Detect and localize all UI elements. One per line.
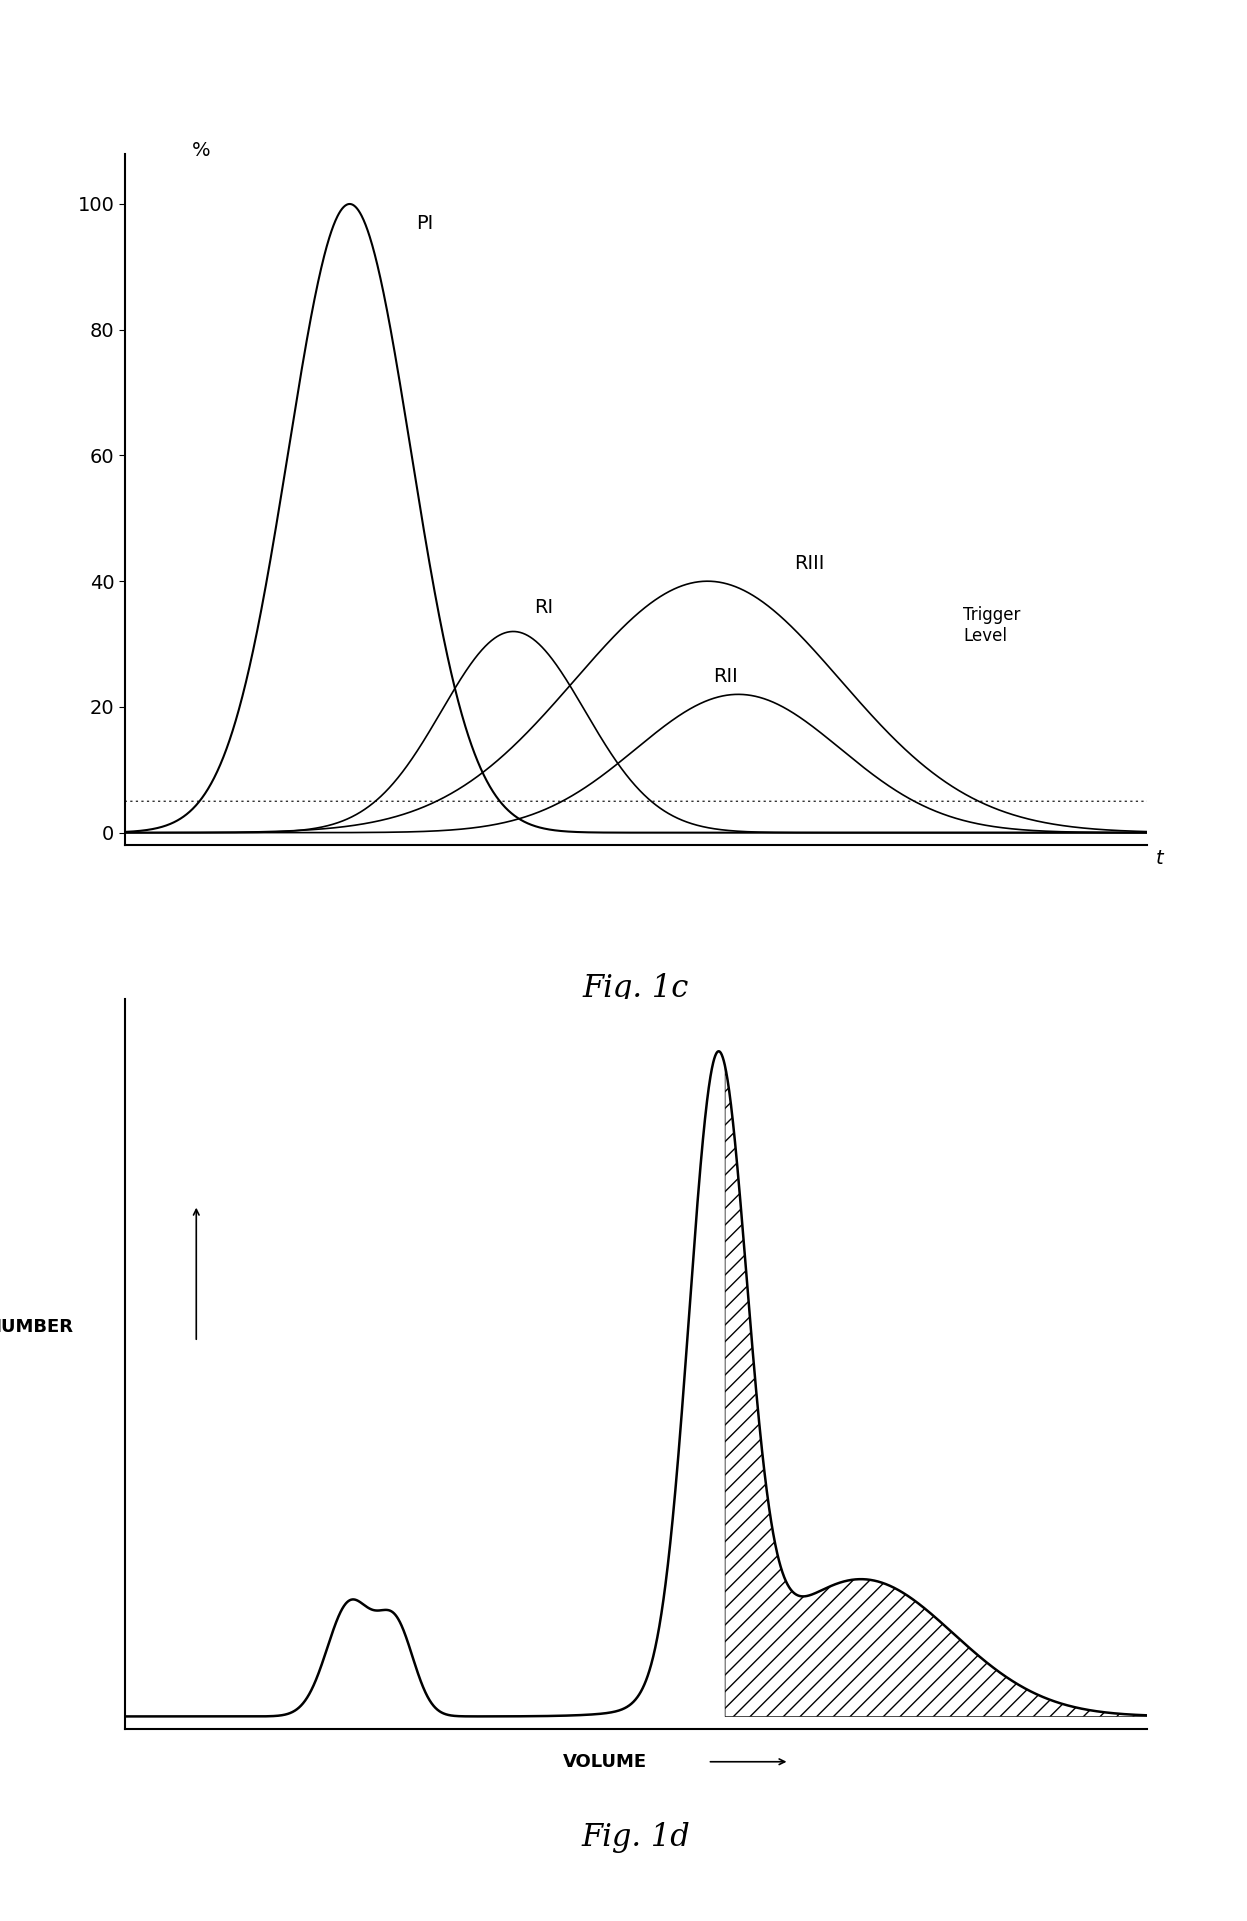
Text: PI: PI	[416, 213, 434, 232]
Text: Trigger
Level: Trigger Level	[963, 607, 1020, 645]
Text: RIII: RIII	[794, 553, 824, 572]
Text: t: t	[1156, 849, 1163, 868]
Text: VOLUME: VOLUME	[564, 1752, 647, 1771]
Text: NUMBER: NUMBER	[0, 1318, 74, 1337]
Text: RII: RII	[713, 667, 737, 686]
Text: %: %	[192, 140, 211, 159]
Text: Fig. 1c: Fig. 1c	[582, 974, 690, 1005]
Text: Fig. 1d: Fig. 1d	[581, 1821, 691, 1852]
Text: RI: RI	[534, 597, 552, 617]
